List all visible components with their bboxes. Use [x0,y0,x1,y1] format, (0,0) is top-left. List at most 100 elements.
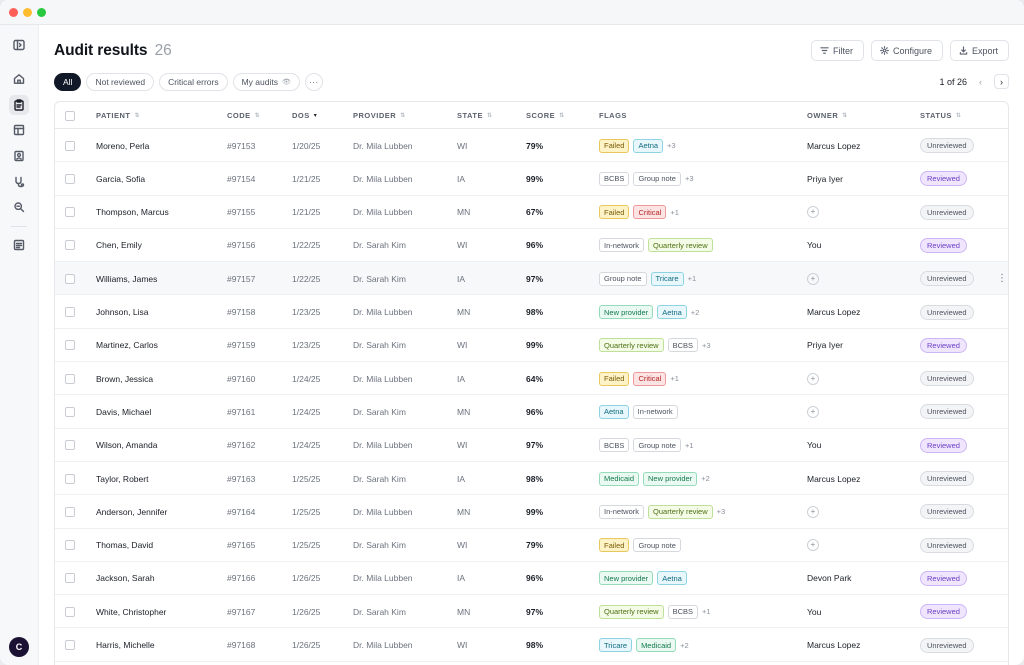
column-dos[interactable]: DOS ▾ [292,102,317,129]
layout-icon[interactable] [9,120,29,140]
table-row[interactable]: Brown, Jessica #97160 1/24/25 Dr. Mila Lubb… [55,362,1008,396]
column-provider[interactable]: PROVIDER ⇅ [353,102,406,129]
assign-owner-button[interactable]: + [807,539,819,552]
row-checkbox[interactable] [65,506,75,517]
more-flags-count[interactable]: +1 [702,607,711,617]
more-flags-count[interactable]: +3 [702,340,711,350]
previous-page-button[interactable]: ‹ [979,76,982,87]
row-checkbox[interactable] [65,307,75,317]
more-flags-count[interactable]: +2 [690,307,700,317]
more-flags-count[interactable]: +3 [716,507,726,517]
row-checkbox[interactable] [65,406,75,417]
table-row[interactable]: Johnson, Lisa #97158 1/23/25 Dr. Mila Lubbe… [55,296,1008,329]
more-flags-count[interactable]: +1 [670,207,679,217]
row-checkbox[interactable] [65,207,75,218]
clipboard-icon[interactable] [9,95,29,115]
table-row[interactable]: Jackson, Sarah #97166 1/26/25 Dr. Mila Lubb… [55,562,1008,596]
column-patient[interactable]: PATIENT ⇅ [96,102,140,129]
document-icon[interactable] [9,146,29,166]
table-row[interactable]: Thompson, Marcus #97155 1/21/25 Dr. Mila Lu… [55,196,1008,229]
row-checkbox[interactable] [65,173,75,184]
status-badge[interactable]: Reviewed [920,171,967,187]
table-row[interactable]: Taylor, Robert #97163 1/25/25 Dr. Sarah Kim… [55,462,1008,496]
table-row[interactable]: Harris, Michelle #97168 1/26/25 Dr. Mila Lu… [55,629,1008,662]
more-flags-count[interactable]: +1 [687,274,697,284]
assign-owner-button[interactable]: + [807,405,819,418]
assign-owner-button[interactable]: + [807,272,819,285]
home-icon[interactable] [9,69,29,89]
status-badge[interactable]: Unreviewed [920,471,974,486]
row-checkbox[interactable] [65,540,75,551]
column-status[interactable]: STATUS ⇅ [920,102,961,129]
stethoscope-icon[interactable] [9,172,29,192]
column-score[interactable]: SCORE ⇅ [526,102,565,129]
assign-owner-button[interactable]: + [807,372,819,385]
row-checkbox[interactable] [65,373,75,384]
sidebar-toggle-icon[interactable] [9,35,29,55]
status-badge[interactable]: Reviewed [920,437,967,453]
row-checkbox[interactable] [65,606,75,617]
table-row[interactable]: Thomas, David #97165 1/25/25 Dr. Sarah Kim W… [55,529,1008,562]
status-badge[interactable]: Reviewed [920,604,967,620]
status-badge[interactable]: Reviewed [920,337,967,353]
row-checkbox[interactable] [65,273,75,284]
export-button[interactable]: Export [949,40,1009,61]
more-flags-count[interactable]: +2 [680,640,689,650]
column-owner-label: OWNER [807,111,839,120]
more-flags-count[interactable]: +1 [670,374,679,384]
row-checkbox[interactable] [65,140,75,151]
table-row[interactable]: Martinez, Carlos #97159 1/23/25 Dr. Sarah K… [55,329,1008,363]
status-badge[interactable]: Unreviewed [920,537,974,553]
next-page-button[interactable]: › [994,74,1009,89]
cell-code: #97163 [227,473,256,484]
search-icon[interactable] [9,197,29,217]
column-code[interactable]: CODE ⇅ [227,102,260,129]
status-badge[interactable]: Unreviewed [920,371,974,387]
row-menu-button[interactable]: ⋮ [997,273,1007,285]
close-window-button[interactable] [9,8,18,17]
table-row[interactable]: Wilson, Amanda #97162 1/24/25 Dr. Mila Lubb… [55,429,1008,462]
select-all-checkbox[interactable] [65,110,75,121]
more-flags-count[interactable]: +3 [684,174,694,184]
row-checkbox[interactable] [65,640,75,650]
filter-all[interactable]: All [54,73,82,91]
row-checkbox[interactable] [65,573,75,584]
row-checkbox[interactable] [65,340,75,351]
assign-owner-button[interactable]: + [807,206,819,219]
status-badge[interactable]: Unreviewed [920,204,974,220]
column-owner[interactable]: OWNER ⇅ [807,102,848,129]
more-flags-count[interactable]: +3 [667,141,676,150]
row-checkbox[interactable] [65,440,75,451]
avatar[interactable]: C [9,637,29,657]
table-row[interactable]: Garcia, Sofia #97154 1/21/25 Dr. Mila Lubbe… [55,162,1008,196]
status-badge[interactable]: Unreviewed [920,637,974,653]
more-flags-count[interactable]: +1 [684,440,694,450]
status-badge[interactable]: Reviewed [920,237,967,253]
status-badge[interactable]: Unreviewed [920,404,974,420]
maximize-window-button[interactable] [37,8,46,17]
status-badge[interactable]: Unreviewed [920,271,974,287]
status-badge[interactable]: Unreviewed [920,504,974,520]
more-filters-button[interactable]: ··· [304,73,323,91]
minimize-window-button[interactable] [23,8,32,17]
status-badge[interactable]: Unreviewed [920,138,974,153]
more-flags-count[interactable]: +2 [701,474,710,483]
table-row[interactable]: Chen, Emily #97156 1/22/25 Dr. Sarah Kim WI 9… [55,229,1008,263]
filter-button[interactable]: Filter [810,40,864,61]
filter-critical-errors[interactable]: Critical errors [159,73,228,91]
status-badge[interactable]: Reviewed [920,570,967,586]
row-checkbox[interactable] [65,240,75,251]
table-row[interactable]: Williams, James #97157 1/22/25 Dr. Sarah Ki… [55,262,1008,296]
filter-not-reviewed[interactable]: Not reviewed [86,73,155,91]
assign-owner-button[interactable]: + [807,505,819,518]
column-state[interactable]: STATE ⇅ [457,102,493,129]
table-row[interactable]: Moreno, Perla #97153 1/20/25 Dr. Mila Lubbe… [55,129,1008,163]
list-icon[interactable] [9,235,29,255]
configure-button[interactable]: Configure [870,40,943,61]
table-row[interactable]: Anderson, Jennifer #97164 1/25/25 Dr. Mila … [55,495,1008,529]
row-checkbox[interactable] [65,473,75,484]
table-row[interactable]: Davis, Michael #97161 1/24/25 Dr. Sarah Kim… [55,395,1008,429]
status-badge[interactable]: Unreviewed [920,304,974,320]
filter-my-audits[interactable]: My audits 👁 [232,73,300,91]
table-row[interactable]: White, Christopher #97167 1/26/25 Dr. Sarah… [55,595,1008,629]
